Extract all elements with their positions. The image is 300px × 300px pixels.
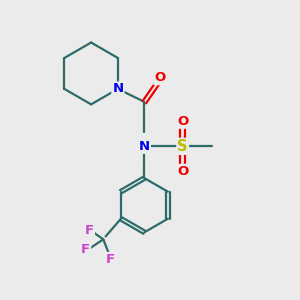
Text: O: O bbox=[177, 115, 188, 128]
Text: F: F bbox=[81, 243, 90, 256]
Text: N: N bbox=[112, 82, 123, 95]
Text: F: F bbox=[85, 224, 94, 237]
Text: O: O bbox=[154, 71, 166, 84]
Text: N: N bbox=[139, 140, 150, 153]
Text: F: F bbox=[106, 253, 115, 266]
Text: S: S bbox=[177, 139, 188, 154]
Text: O: O bbox=[177, 165, 188, 178]
